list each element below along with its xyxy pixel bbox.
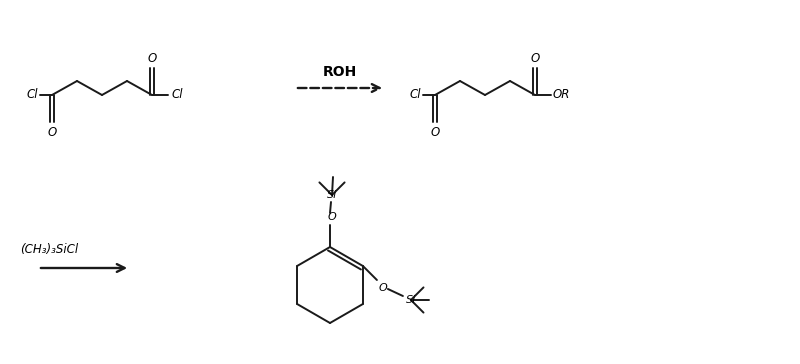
Text: Si: Si xyxy=(406,295,416,305)
Text: O: O xyxy=(47,126,57,138)
Text: O: O xyxy=(530,51,540,64)
Text: ROH: ROH xyxy=(323,65,357,79)
Text: OR: OR xyxy=(552,88,570,102)
Text: Si: Si xyxy=(327,190,337,200)
Text: O: O xyxy=(328,212,336,222)
Text: Cl: Cl xyxy=(410,88,421,102)
Text: Cl: Cl xyxy=(171,88,182,102)
Text: (CH₃)₃SiCl: (CH₃)₃SiCl xyxy=(20,244,78,257)
Text: O: O xyxy=(430,126,440,138)
Text: Cl: Cl xyxy=(26,88,38,102)
Text: O: O xyxy=(378,283,387,293)
Text: O: O xyxy=(147,51,157,64)
